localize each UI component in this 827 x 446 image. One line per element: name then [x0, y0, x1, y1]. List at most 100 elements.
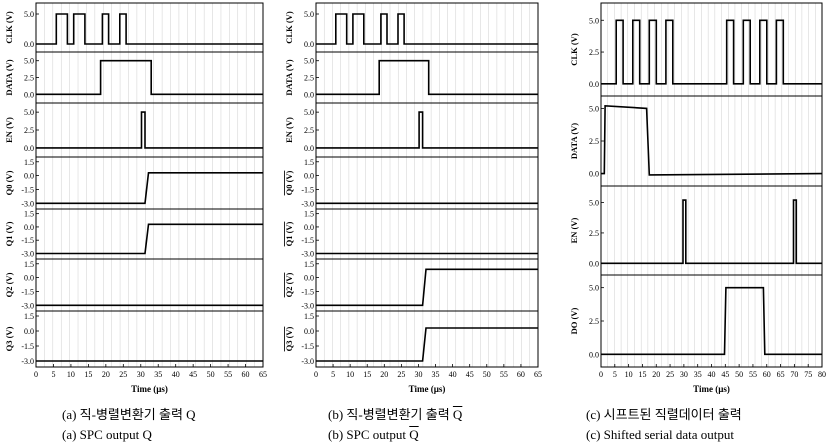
x-axis-label: Time (µs)	[409, 384, 446, 394]
y-tick-label: -3.0	[301, 199, 314, 208]
panel-en: 0.0 2.5 5.0 EN (V)	[569, 185, 823, 276]
y-tick-label: 1.5	[304, 158, 314, 167]
y-axis-label: Q3 (V)	[284, 326, 294, 351]
y-axis-label: CLK (V)	[569, 33, 579, 66]
panel-do: 0.0 2.5 5.0 DO (V)	[569, 274, 823, 368]
waveform-trace	[601, 286, 822, 356]
panel-frame	[315, 258, 539, 312]
x-tick-label: 35	[694, 370, 702, 379]
y-axis-label: EN (V)	[4, 117, 14, 143]
x-tick-label: 20	[652, 370, 660, 379]
x-tick-label: 35	[154, 370, 162, 379]
panel-frame	[35, 51, 264, 104]
x-tick-label: 40	[172, 370, 180, 379]
caption-b-english: (b) SPC output Q	[328, 427, 419, 442]
panel-frame	[315, 208, 539, 260]
y-tick-label: 5.0	[589, 16, 599, 25]
y-axis-label: Q1 (V)	[284, 221, 294, 246]
y-axis-label: CLK (V)	[284, 11, 294, 44]
x-tick-label: 50	[207, 370, 215, 379]
x-axis-label: Time (µs)	[131, 384, 168, 394]
x-tick-label: 80	[818, 370, 826, 379]
y-axis-label: Q0 (V)	[284, 170, 294, 195]
x-tick-label: 30	[137, 370, 145, 379]
panel-frame	[600, 95, 823, 187]
panel-frame	[35, 156, 264, 210]
y-tick-label: -1.5	[21, 342, 34, 351]
panel-frame	[315, 102, 539, 158]
x-tick-label: 45	[466, 370, 474, 379]
y-tick-label: 1.5	[24, 158, 34, 167]
y-axis-label: EN (V)	[284, 117, 294, 143]
panel-q0: -3.0 -1.5 0.0 1.5 Q0 (V)	[284, 156, 539, 210]
panel-clk: 0.0 2.5 5.0 CLK (V)	[569, 2, 823, 97]
y-axis-label: DATA (V)	[569, 123, 579, 159]
y-tick-label: -1.5	[21, 236, 34, 245]
y-tick-label: -3.0	[21, 357, 34, 366]
y-axis-label: Q2 (V)	[284, 272, 294, 297]
overlined-q: Q	[452, 407, 463, 422]
x-tick-label: 15	[363, 370, 371, 379]
x-tick-label: 40	[708, 370, 716, 379]
y-tick-label: 5.0	[589, 199, 599, 208]
x-tick-label: 60	[763, 370, 771, 379]
y-tick-label: -3.0	[21, 199, 34, 208]
x-tick-label: 50	[735, 370, 743, 379]
waveform-trace	[316, 327, 538, 362]
y-tick-label: 0.0	[24, 90, 34, 99]
chart-2: 0.0 2.5 5.0 CLK (V) 0.0 2.5 5.0 DATA (V) 0.0 2.5 5…	[569, 2, 826, 394]
x-tick-label: 55	[500, 370, 508, 379]
x-tick-label: 75	[804, 370, 812, 379]
panel-q0: -3.0 -1.5 0.0 1.5 Q0 (V)	[4, 156, 264, 210]
y-tick-label: 0.0	[304, 40, 314, 49]
y-tick-label: 1.5	[304, 210, 314, 219]
y-tick-label: 0.0	[24, 274, 34, 283]
y-tick-label: 0.0	[589, 170, 599, 179]
x-tick-label: 15	[84, 370, 92, 379]
y-axis-label: DATA (V)	[4, 59, 14, 95]
y-tick-label: 0.0	[24, 223, 34, 232]
x-tick-label: 25	[397, 370, 405, 379]
y-tick-label: 2.5	[24, 126, 34, 135]
x-tick-label: 30	[414, 370, 422, 379]
y-tick-label: 0.0	[304, 172, 314, 181]
y-tick-label: 1.5	[304, 312, 314, 321]
waveform-trace	[601, 19, 822, 85]
y-tick-label: -1.5	[21, 185, 34, 194]
panel-frame	[315, 51, 539, 104]
x-tick-label: 0	[599, 370, 603, 379]
y-axis-label: DATA (V)	[284, 59, 294, 95]
y-tick-label: 2.5	[304, 126, 314, 135]
panel-data: 0.0 2.5 5.0 DATA (V)	[569, 95, 823, 187]
x-tick-label: 60	[517, 370, 525, 379]
y-tick-label: 2.5	[589, 137, 599, 146]
y-axis-label: Q2 (V)	[4, 272, 14, 297]
caption-c-english: (c) Shifted serial data output	[586, 427, 735, 442]
y-axis-label: Q0 (V)	[4, 170, 14, 195]
x-tick-label: 25	[119, 370, 127, 379]
x-tick-label: 5	[51, 370, 55, 379]
y-tick-label: 5.0	[304, 57, 314, 66]
panel-frame	[35, 258, 264, 312]
waveform-trace	[601, 104, 823, 176]
panel-frame	[35, 310, 264, 368]
x-tick-label: 5	[613, 370, 617, 379]
y-tick-label: -3.0	[301, 301, 314, 310]
y-tick-label: 5.0	[24, 57, 34, 66]
y-tick-label: 5.0	[304, 10, 314, 19]
y-tick-label: 5.0	[304, 108, 314, 117]
x-tick-label: 50	[483, 370, 491, 379]
x-tick-label: 40	[449, 370, 457, 379]
y-tick-label: 5.0	[24, 108, 34, 117]
panel-clk: 0.0 5.0 CLK (V)	[4, 2, 264, 53]
panel-frame	[315, 156, 539, 210]
y-tick-label: 1.5	[24, 260, 34, 269]
waveform-trace	[36, 13, 263, 45]
y-tick-label: 2.5	[589, 317, 599, 326]
panel-data: 0.0 2.5 5.0 DATA (V)	[284, 51, 539, 104]
caption-c-korean: (c) 시프트된 직렬데이터 출력	[586, 407, 742, 422]
y-tick-label: 2.5	[24, 74, 34, 83]
waveform-trace	[316, 268, 538, 307]
waveform-trace	[316, 111, 538, 149]
